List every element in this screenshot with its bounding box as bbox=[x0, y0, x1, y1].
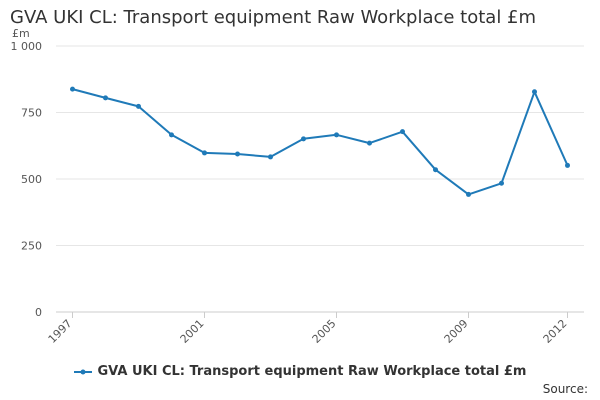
x-tick-label: 2012 bbox=[541, 317, 570, 346]
y-tick-label: 0 bbox=[35, 306, 42, 319]
data-point[interactable] bbox=[400, 129, 405, 135]
data-point[interactable] bbox=[235, 151, 240, 157]
legend-item[interactable]: GVA UKI CL: Transport equipment Raw Work… bbox=[73, 364, 527, 379]
data-point[interactable] bbox=[136, 103, 141, 109]
y-axis-unit-label: £m bbox=[12, 27, 30, 40]
data-point[interactable] bbox=[532, 89, 537, 95]
data-point[interactable] bbox=[202, 150, 207, 156]
grid-lines bbox=[56, 45, 584, 313]
source-label: Source: bbox=[542, 382, 588, 396]
x-tick-label: 1997 bbox=[46, 317, 75, 346]
y-tick-labels: 0 250 500 750 1 000 bbox=[11, 40, 43, 319]
y-tick-label: 500 bbox=[21, 173, 42, 186]
y-tick-label: 750 bbox=[21, 107, 42, 120]
data-point[interactable] bbox=[70, 86, 75, 92]
y-tick-label: 250 bbox=[21, 240, 42, 253]
x-tick-label: 2009 bbox=[442, 317, 471, 346]
series-layer bbox=[70, 86, 570, 197]
data-point[interactable] bbox=[565, 162, 570, 168]
legend-line-icon bbox=[73, 369, 92, 374]
axes bbox=[56, 311, 584, 318]
data-point[interactable] bbox=[103, 95, 108, 101]
x-tick-label: 2005 bbox=[310, 317, 339, 346]
series-line bbox=[72, 88, 569, 196]
data-point[interactable] bbox=[301, 136, 306, 142]
data-point[interactable] bbox=[367, 140, 372, 146]
data-point[interactable] bbox=[334, 132, 339, 138]
chart-title: GVA UKI CL: Transport equipment Raw Work… bbox=[10, 7, 537, 28]
data-point[interactable] bbox=[466, 191, 471, 197]
legend: GVA UKI CL: Transport equipment Raw Work… bbox=[0, 364, 600, 381]
data-point[interactable] bbox=[433, 167, 438, 173]
x-tick-label: 2001 bbox=[178, 317, 207, 346]
data-point[interactable] bbox=[169, 132, 174, 138]
x-tick-labels: 1997 2001 2005 2009 2012 bbox=[46, 317, 570, 346]
data-point[interactable] bbox=[268, 154, 273, 160]
y-tick-label: 1 000 bbox=[11, 40, 43, 53]
legend-label: GVA UKI CL: Transport equipment Raw Work… bbox=[97, 364, 527, 379]
data-point[interactable] bbox=[499, 180, 504, 186]
